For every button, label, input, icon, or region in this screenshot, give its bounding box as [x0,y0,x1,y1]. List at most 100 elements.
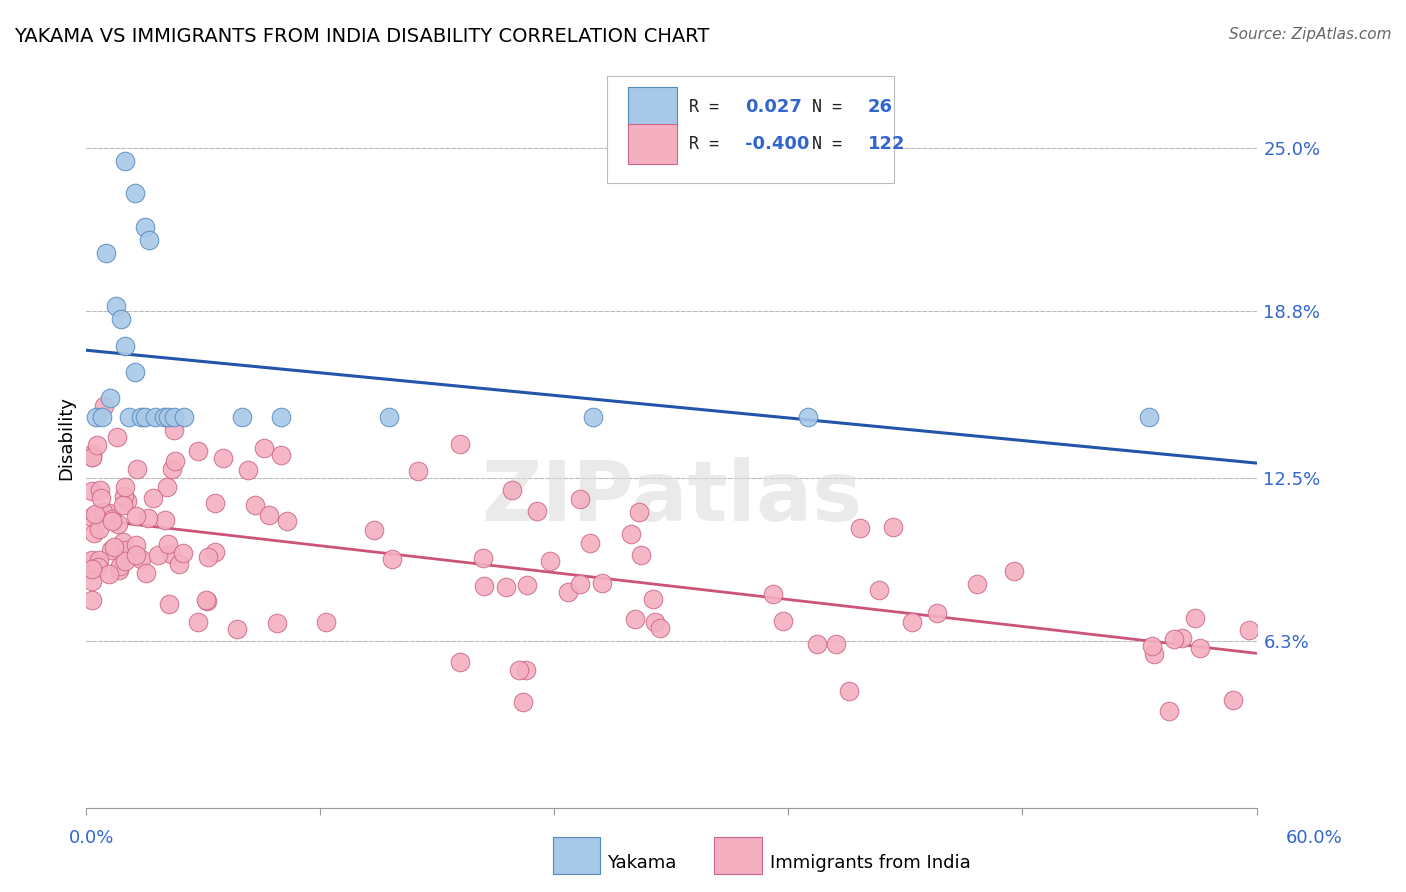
Point [172,546,194,560]
Point [163,453,186,467]
Point [160,547,183,561]
Point [270,409,292,424]
Point [111,498,134,512]
Point [825,637,848,651]
Text: 122: 122 [868,135,905,153]
Text: R =: R = [689,135,728,153]
Point [101,511,124,525]
Point [118,409,141,424]
Point [225,622,247,636]
Point [108,563,131,577]
Point [270,449,292,463]
Point [624,612,647,626]
Point [591,575,613,590]
Point [84,409,107,424]
Point [650,621,672,635]
Point [925,606,948,620]
Point [806,636,828,650]
Point [1184,611,1206,625]
Point [90,491,112,506]
Point [471,551,494,566]
Point [82,557,104,571]
Point [87,557,110,571]
Point [628,505,651,519]
Point [966,577,988,591]
Point [124,548,146,562]
Point [103,540,125,554]
Point [406,464,429,478]
Point [204,495,226,509]
Point [381,552,404,566]
Text: Source: ZipAtlas.com: Source: ZipAtlas.com [1229,27,1392,42]
Text: 26: 26 [868,98,893,116]
Point [1171,631,1194,645]
Point [1189,640,1212,655]
Point [1239,624,1261,638]
Text: N =: N = [811,98,852,116]
Point [204,545,226,559]
Point [156,480,179,494]
Point [762,587,785,601]
Point [84,507,107,521]
Point [125,538,148,552]
Point [101,514,124,528]
Point [82,484,104,499]
Point [526,503,548,517]
Text: YAKAMA VS IMMIGRANTS FROM INDIA DISABILITY CORRELATION CHART: YAKAMA VS IMMIGRANTS FROM INDIA DISABILI… [14,27,710,45]
Point [901,615,924,629]
Point [125,462,148,476]
Point [110,312,132,326]
Point [82,574,104,588]
Point [236,463,259,477]
Point [515,664,537,678]
Point [516,577,538,591]
Point [1157,704,1180,718]
Point [276,514,298,528]
Point [82,592,104,607]
Point [508,664,530,678]
Point [187,444,209,458]
Point [253,442,276,456]
Point [87,553,110,567]
Text: N =: N = [811,135,852,153]
Point [91,505,114,519]
Point [195,593,218,607]
Text: 60.0%: 60.0% [1286,829,1343,847]
Point [630,548,652,562]
Point [501,483,523,497]
Point [146,548,169,562]
Point [134,219,156,234]
Point [134,409,156,424]
Point [124,365,146,379]
Point [83,525,105,540]
Point [167,557,190,571]
Point [173,409,195,424]
Point [114,480,136,494]
Point [111,535,134,549]
Point [89,522,111,536]
Point [112,489,135,503]
Point [472,579,495,593]
Point [114,554,136,568]
Text: R =: R = [689,98,728,116]
Point [93,399,115,413]
Point [82,450,104,464]
Point [849,520,872,534]
Point [187,615,209,630]
Point [98,392,121,406]
Point [82,509,104,524]
Point [86,438,108,452]
Point [882,520,904,534]
Point [129,552,152,566]
FancyBboxPatch shape [607,76,894,183]
Point [160,462,183,476]
Point [582,409,605,424]
Text: -0.400: -0.400 [745,135,810,153]
Point [838,683,860,698]
Point [231,409,253,424]
Point [107,517,129,532]
Point [129,409,152,424]
Point [82,553,104,567]
Point [620,527,643,541]
Point [557,585,579,599]
